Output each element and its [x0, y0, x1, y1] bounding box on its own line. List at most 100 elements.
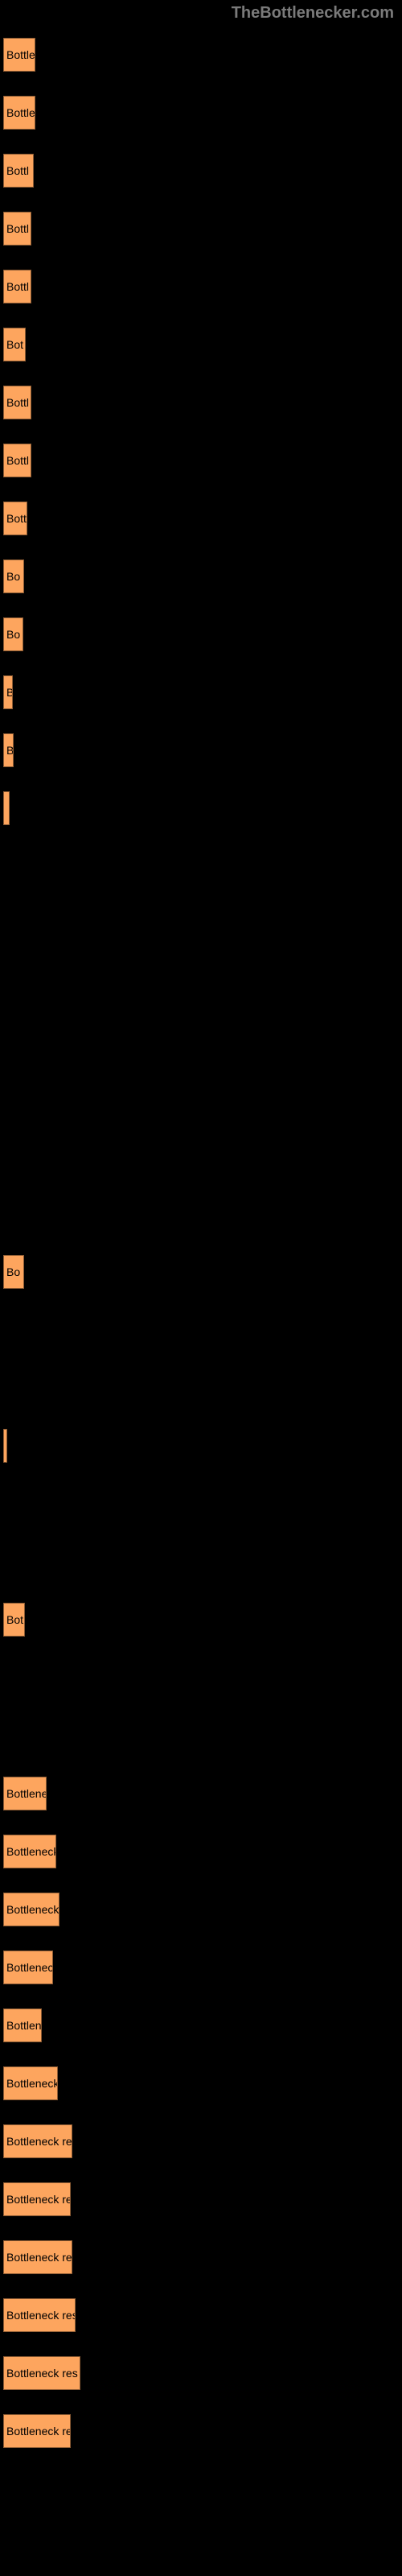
chart-row: Bo	[3, 606, 402, 664]
chart-bar-label: Bottl	[6, 280, 29, 293]
chart-bar-label: Bottlen	[6, 2019, 42, 2032]
chart-row	[3, 780, 402, 838]
chart-row: Bottl	[3, 200, 402, 258]
chart-bar: Bottlene	[3, 1777, 47, 1810]
chart-row: Bottleneck res	[3, 2345, 402, 2403]
chart-row: Bottl	[3, 432, 402, 490]
chart-bar: Bottl	[3, 212, 31, 246]
chart-bar-label: Bottle	[6, 48, 35, 61]
chart-row: Bottle	[3, 85, 402, 142]
chart-bar: Bo	[3, 1255, 24, 1289]
chart-bar	[3, 1429, 7, 1463]
chart-bar: Bot	[3, 1603, 25, 1637]
chart-row	[3, 1012, 402, 1070]
chart-bar: Bottlenec	[3, 1951, 53, 1984]
chart-row: Bottleneck re	[3, 2171, 402, 2229]
chart-bar-label: Bottlenec	[6, 1961, 53, 1974]
chart-row: Bottleneck res	[3, 2287, 402, 2345]
chart-bar: Bottl	[3, 444, 31, 477]
chart-row	[3, 1302, 402, 1360]
chart-row: Bott	[3, 490, 402, 548]
chart-bar-label: Bot	[6, 1613, 23, 1626]
chart-bar-label: Bottleneck res	[6, 2309, 76, 2322]
chart-bar-label: Bo	[6, 1265, 20, 1278]
chart-row	[3, 1070, 402, 1128]
chart-bar-label: Bottl	[6, 396, 29, 409]
chart-bar	[3, 791, 10, 825]
chart-row: Bottleneck re	[3, 2403, 402, 2461]
chart-bar: B	[3, 733, 14, 767]
chart-row	[3, 1186, 402, 1244]
chart-row: Bottleneck	[3, 1823, 402, 1881]
chart-row: Bottl	[3, 142, 402, 200]
chart-row: Bottlen	[3, 1997, 402, 2055]
chart-row: Bo	[3, 1244, 402, 1302]
chart-bar-label: Bottleneck re	[6, 2193, 71, 2206]
chart-bar-label: Bo	[6, 628, 20, 641]
chart-bar: Bo	[3, 617, 23, 651]
chart-bar-label: Bottleneck	[6, 1845, 56, 1858]
chart-row: Bot	[3, 316, 402, 374]
chart-row	[3, 1649, 402, 1707]
chart-row	[3, 1360, 402, 1418]
chart-bar-label: Bot	[6, 338, 23, 351]
chart-row	[3, 1534, 402, 1591]
bottleneck-bar-chart: Bottle Bottle Bottl Bottl Bottl Bot Bottl Bottl…	[3, 27, 402, 2461]
chart-bar-label: Bottl	[6, 222, 29, 235]
chart-bar-label: Bottleneck	[6, 2077, 58, 2090]
chart-bar: Bo	[3, 559, 24, 593]
chart-bar: Bottl	[3, 386, 31, 419]
chart-bar: Bottl	[3, 154, 34, 188]
chart-bar-label: Bottl	[6, 454, 29, 467]
chart-bar-label: Bottl	[6, 164, 29, 177]
chart-row	[3, 954, 402, 1012]
chart-bar-label: Bottlene	[6, 1787, 47, 1800]
chart-bar: B	[3, 675, 13, 709]
chart-bar-label: Bottleneck re	[6, 2251, 72, 2264]
site-header: TheBottlenecker.com	[0, 0, 402, 27]
chart-row	[3, 838, 402, 896]
chart-row: Bottleneck	[3, 1881, 402, 1939]
chart-row: Bottl	[3, 374, 402, 432]
chart-bar: Bottl	[3, 270, 31, 303]
chart-bar-label: Bottleneck	[6, 1903, 59, 1916]
chart-bar-label: B	[6, 744, 14, 757]
chart-bar: Bottleneck re	[3, 2240, 72, 2274]
chart-row: Bottleneck re	[3, 2229, 402, 2287]
chart-bar-label: Bo	[6, 570, 20, 583]
chart-row: B	[3, 664, 402, 722]
chart-row: Bottlenec	[3, 1939, 402, 1997]
chart-bar: Bottleneck re	[3, 2124, 72, 2158]
chart-bar: Bottleneck re	[3, 2414, 71, 2448]
chart-bar: Bottle	[3, 38, 35, 72]
chart-bar-label: Bottleneck re	[6, 2135, 72, 2148]
chart-row: Bottlene	[3, 1765, 402, 1823]
chart-row: Bottleneck re	[3, 2113, 402, 2171]
chart-row	[3, 896, 402, 954]
chart-bar: Bottleneck res	[3, 2298, 76, 2332]
chart-row	[3, 1418, 402, 1476]
chart-bar: Bottle	[3, 96, 35, 130]
chart-row: Bo	[3, 548, 402, 606]
chart-bar: Bot	[3, 328, 26, 361]
chart-bar-label: Bott	[6, 512, 27, 525]
chart-bar-label: Bottleneck re	[6, 2425, 71, 2438]
chart-row: Bottleneck	[3, 2055, 402, 2113]
chart-row	[3, 1128, 402, 1186]
chart-bar: Bottleneck re	[3, 2182, 71, 2216]
chart-row: Bottl	[3, 258, 402, 316]
chart-row	[3, 1707, 402, 1765]
chart-bar-label: Bottle	[6, 106, 35, 119]
chart-bar: Bottleneck	[3, 1893, 59, 1926]
chart-row	[3, 1476, 402, 1534]
chart-row: Bot	[3, 1591, 402, 1649]
chart-bar-label: Bottleneck res	[6, 2367, 78, 2380]
chart-bar: Bottlen	[3, 2008, 42, 2042]
chart-row: Bottle	[3, 27, 402, 85]
chart-row: B	[3, 722, 402, 780]
chart-bar: Bottleneck res	[3, 2356, 80, 2390]
chart-bar-label: B	[6, 686, 13, 699]
chart-bar: Bottleneck	[3, 1835, 56, 1868]
chart-bar: Bott	[3, 502, 27, 535]
chart-bar: Bottleneck	[3, 2066, 58, 2100]
